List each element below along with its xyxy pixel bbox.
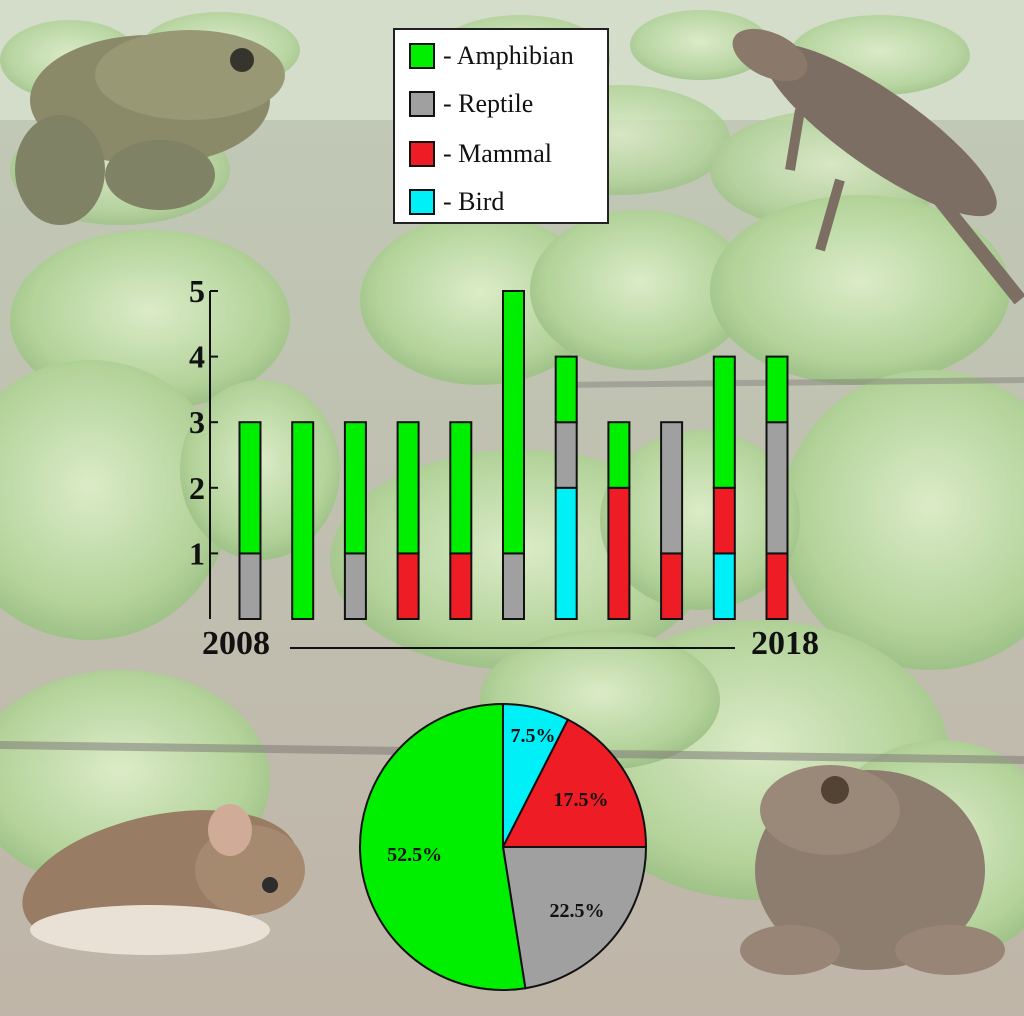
y-tick-label: 2 [189,470,205,506]
bar-segment-amphibian [765,355,789,424]
bar-segment-mammal [712,486,736,555]
legend-swatch-bird [409,189,435,215]
bar-segment-reptile [554,421,578,489]
pie-slice-mammal [501,718,648,848]
frog-icon [740,765,1005,975]
bar-segment-amphibian [291,421,315,621]
toad-icon [15,30,285,225]
pie-label-bird: 7.5% [511,725,556,747]
pie-chart: 7.5% 17.5% 22.5% 52.5% [359,702,648,991]
legend-label-bird: - Bird [443,187,505,216]
bar-segment-amphibian [712,355,736,489]
legend-swatch-mammal [409,141,435,167]
bar-segment-reptile [238,552,262,621]
legend-swatch-reptile [409,91,435,117]
bar-segment-amphibian [396,421,420,555]
mouse-icon [22,804,305,955]
bar-segment-reptile [660,421,684,555]
pie-label-mammal: 17.5% [554,789,609,811]
stacked-bar-chart [238,290,789,621]
x-axis-start-label: 2008 [202,625,270,662]
bar-segment-reptile [343,552,367,621]
legend: - Amphibian - Reptile - Mammal - Bird [393,28,609,224]
bar-segment-mammal [765,552,789,621]
bar-segment-amphibian [554,355,578,424]
bar-segment-mammal [396,552,420,621]
pie-label-reptile: 22.5% [549,900,604,922]
bar-segment-bird [712,552,736,621]
x-axis-end-label: 2018 [751,625,819,662]
bar-chart-axes: 2008 2018 1 2 3 4 5 [189,273,819,662]
bar-segment-amphibian [343,421,367,555]
bar-segment-reptile [502,552,525,621]
legend-item-bird: - Bird [409,187,505,216]
bar-segment-mammal [660,552,684,621]
legend-label-reptile: - Reptile [443,89,534,118]
bar-segment-amphibian [238,421,262,555]
y-tick-label: 1 [189,535,205,571]
bar-segment-mammal [607,486,631,620]
pie-slice-reptile [501,846,648,990]
legend-item-amphibian: - Amphibian [409,41,574,70]
y-tick-label: 4 [189,339,205,375]
y-tick-label: 5 [189,273,205,309]
legend-item-reptile: - Reptile [409,89,534,118]
legend-label-amphibian: - Amphibian [443,41,574,70]
legend-label-mammal: - Mammal [443,139,553,168]
bar-segment-reptile [765,421,789,555]
legend-swatch-amphibian [409,43,435,69]
bar-segment-amphibian [449,421,473,555]
bar-segment-amphibian [607,421,631,489]
y-tick-label: 3 [189,404,205,440]
bar-segment-mammal [449,552,473,621]
pie-label-amphibian: 52.5% [387,844,442,866]
bar-segment-amphibian [502,290,525,555]
bar-segment-bird [554,486,578,620]
lizard-icon [732,28,1024,305]
legend-item-mammal: - Mammal [409,139,553,168]
pie-slice-amphibian [359,702,527,991]
